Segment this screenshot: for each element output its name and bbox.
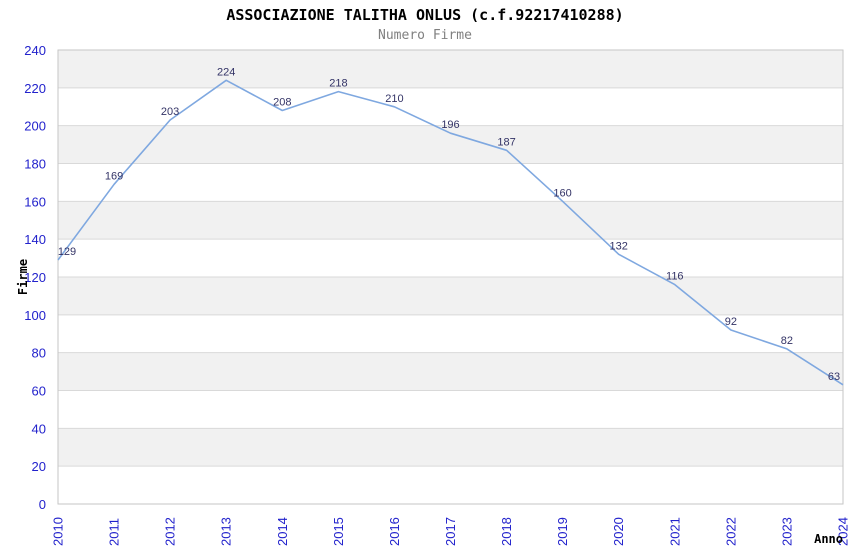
y-tick-label: 80 [32, 346, 46, 361]
x-tick-label: 2015 [331, 517, 346, 546]
x-tick-label: 2017 [443, 517, 458, 546]
x-tick-label: 2019 [555, 517, 570, 546]
chart-subtitle: Numero Firme [378, 28, 472, 43]
data-label: 203 [161, 106, 179, 118]
plot-band [58, 125, 843, 164]
y-tick-label: 60 [32, 384, 46, 399]
y-tick-label: 140 [24, 232, 46, 247]
y-tick-label: 0 [39, 497, 46, 512]
x-axis-ticks: 2010 2011 2012 2013 2014 2015 2016 2017 2018 2019… [51, 517, 850, 546]
data-label: 63 [828, 371, 840, 383]
x-axis-title: Anno [814, 532, 843, 546]
data-label: 169 [105, 170, 123, 182]
y-tick-label: 40 [32, 421, 46, 436]
chart-title: ASSOCIAZIONE TALITHA ONLUS (c.f.92217410… [226, 6, 624, 24]
y-tick-label: 180 [24, 157, 46, 172]
data-label: 129 [58, 246, 76, 258]
x-tick-label: 2016 [387, 517, 402, 546]
x-tick-label: 2020 [611, 517, 626, 546]
x-tick-label: 2010 [51, 517, 66, 546]
x-tick-label: 2012 [163, 517, 178, 546]
x-tick-label: 2014 [275, 517, 290, 546]
plot-band [58, 352, 843, 391]
data-label: 218 [329, 78, 347, 90]
plot-band [58, 428, 843, 467]
y-tick-label: 100 [24, 308, 46, 323]
y-tick-label: 200 [24, 119, 46, 134]
data-label: 82 [781, 335, 793, 347]
data-label: 210 [385, 93, 403, 105]
plot-band [58, 277, 843, 315]
data-label: 224 [217, 66, 235, 78]
plot-band [58, 50, 843, 88]
x-tick-label: 2024 [836, 517, 850, 546]
plot-bands [58, 50, 843, 467]
plot-border [57, 49, 844, 505]
x-tick-label: 2021 [667, 517, 682, 546]
y-tick-label: 120 [24, 270, 46, 285]
series-polyline [57, 79, 844, 386]
y-tick-label: 220 [24, 81, 46, 96]
data-label: 160 [553, 187, 571, 199]
data-label: 196 [441, 119, 459, 131]
series-line [57, 79, 844, 386]
y-tick-label: 240 [24, 43, 46, 58]
x-tick-label: 2023 [779, 517, 794, 546]
data-label: 92 [725, 316, 737, 328]
y-axis-title: Firme [16, 259, 30, 295]
plot-band [58, 201, 843, 240]
data-label: 187 [497, 136, 515, 148]
x-tick-label: 2018 [499, 517, 514, 546]
data-label: 208 [273, 97, 291, 109]
x-tick-label: 2011 [107, 518, 122, 546]
data-label: 132 [610, 240, 628, 252]
y-axis-ticks: 0 20 40 60 80 100 120 140 160 180 200 220 240 [24, 43, 46, 512]
y-tick-label: 160 [24, 194, 46, 209]
data-labels: 129 169 203 224 208 218 210 196 187 160 132 116 92 82… [58, 66, 840, 383]
y-tick-label: 20 [32, 459, 46, 474]
plot-border-rect [57, 49, 844, 505]
x-tick-label: 2022 [723, 517, 738, 546]
data-label: 116 [666, 271, 684, 283]
x-tick-label: 2013 [219, 517, 234, 546]
